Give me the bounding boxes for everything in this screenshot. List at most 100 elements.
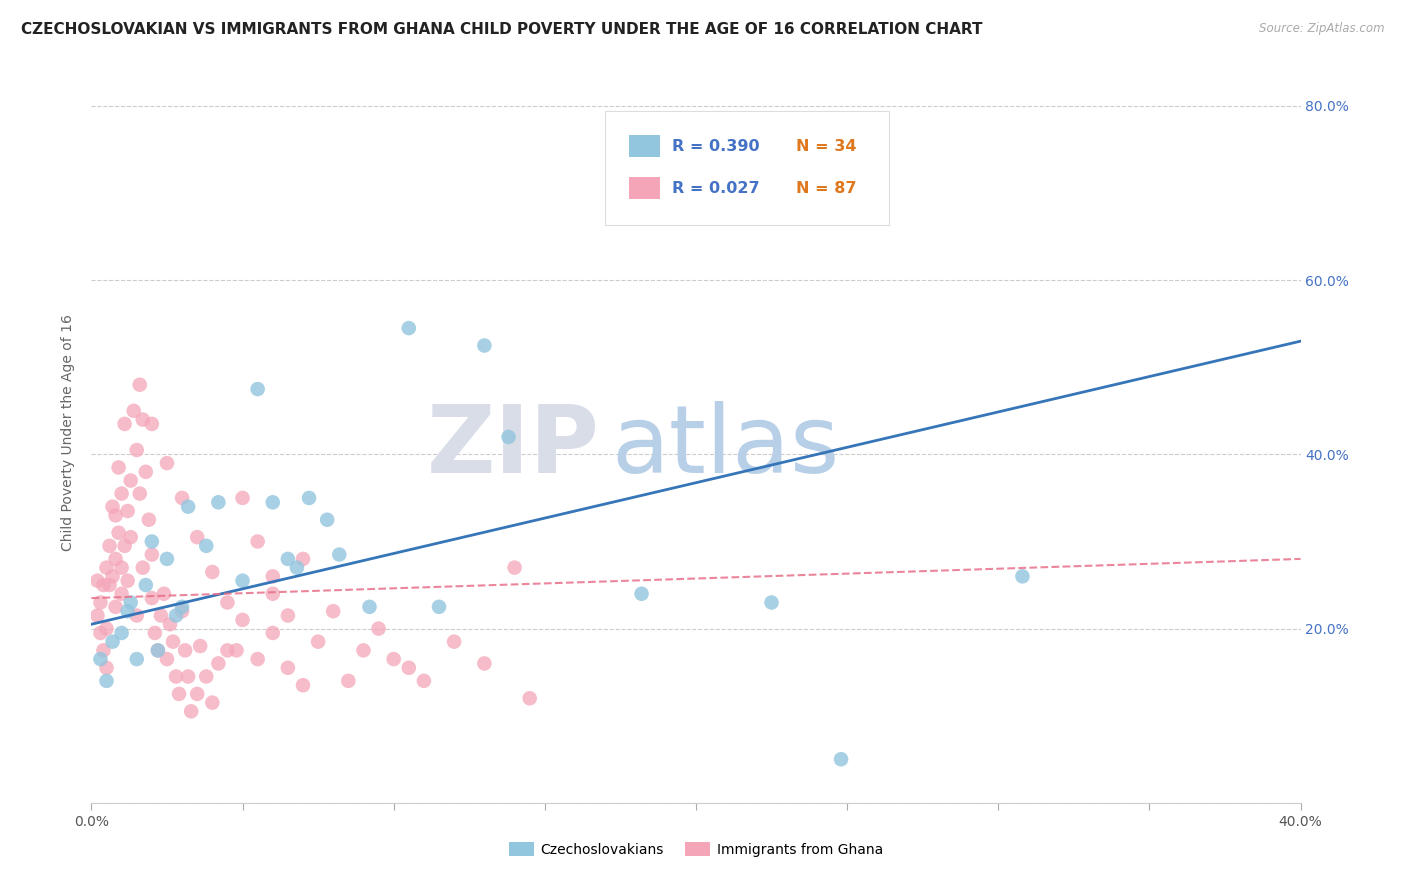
- Point: [141, 417, 163, 431]
- Point: [246, 534, 269, 549]
- Point: [156, 652, 179, 666]
- Point: [141, 591, 163, 606]
- Point: [89, 595, 111, 609]
- Text: Source: ZipAtlas.com: Source: ZipAtlas.com: [1260, 22, 1385, 36]
- Point: [262, 587, 284, 601]
- Point: [114, 539, 136, 553]
- Point: [359, 599, 381, 614]
- Point: [262, 495, 284, 509]
- Point: [180, 704, 202, 718]
- Point: [367, 622, 389, 636]
- Point: [207, 495, 229, 509]
- Point: [141, 548, 163, 562]
- Point: [231, 491, 253, 505]
- Legend: Czechoslovakians, Immigrants from Ghana: Czechoslovakians, Immigrants from Ghana: [503, 837, 889, 863]
- Point: [503, 560, 526, 574]
- Text: R = 0.390: R = 0.390: [672, 138, 759, 153]
- Point: [231, 574, 253, 588]
- Point: [156, 552, 179, 566]
- Point: [162, 634, 184, 648]
- Point: [128, 377, 150, 392]
- Point: [89, 652, 111, 666]
- FancyBboxPatch shape: [630, 178, 659, 200]
- Point: [93, 643, 115, 657]
- Point: [125, 608, 148, 623]
- Point: [165, 669, 187, 683]
- Point: [96, 622, 118, 636]
- Point: [128, 486, 150, 500]
- Point: [120, 595, 142, 609]
- Point: [246, 382, 269, 396]
- Text: ZIP: ZIP: [426, 401, 599, 493]
- Point: [231, 613, 253, 627]
- Point: [246, 652, 269, 666]
- Point: [352, 643, 374, 657]
- Point: [107, 525, 129, 540]
- Point: [143, 626, 166, 640]
- Point: [277, 608, 299, 623]
- Point: [427, 599, 450, 614]
- Point: [186, 687, 208, 701]
- Point: [165, 608, 187, 623]
- Point: [472, 657, 495, 671]
- Point: [146, 643, 169, 657]
- Point: [398, 661, 420, 675]
- Point: [104, 552, 127, 566]
- Point: [122, 404, 145, 418]
- Point: [141, 534, 163, 549]
- Point: [96, 661, 118, 675]
- Point: [117, 504, 139, 518]
- Point: [135, 578, 157, 592]
- Point: [149, 608, 172, 623]
- Point: [172, 604, 194, 618]
- Point: [172, 599, 194, 614]
- Y-axis label: Child Poverty Under the Age of 16: Child Poverty Under the Age of 16: [62, 314, 76, 551]
- Text: atlas: atlas: [612, 401, 839, 493]
- Point: [292, 678, 315, 692]
- Point: [98, 539, 121, 553]
- Point: [117, 604, 139, 618]
- Point: [648, 203, 671, 218]
- Point: [337, 673, 360, 688]
- Point: [398, 321, 420, 335]
- Point: [519, 691, 541, 706]
- Point: [117, 574, 139, 588]
- Point: [186, 530, 208, 544]
- Point: [217, 643, 239, 657]
- Point: [96, 673, 118, 688]
- Point: [114, 417, 136, 431]
- Point: [111, 486, 132, 500]
- Point: [101, 569, 124, 583]
- Point: [86, 574, 108, 588]
- Point: [125, 443, 148, 458]
- Point: [167, 687, 190, 701]
- Point: [125, 652, 148, 666]
- Point: [177, 669, 200, 683]
- Point: [146, 643, 169, 657]
- Text: N = 34: N = 34: [796, 138, 856, 153]
- Point: [156, 456, 179, 470]
- Point: [89, 626, 111, 640]
- Point: [177, 500, 200, 514]
- Point: [322, 604, 344, 618]
- Point: [328, 548, 350, 562]
- Point: [174, 643, 197, 657]
- Point: [498, 430, 520, 444]
- Point: [101, 500, 124, 514]
- Point: [96, 560, 118, 574]
- Point: [277, 552, 299, 566]
- Point: [159, 617, 181, 632]
- Point: [195, 669, 218, 683]
- Point: [120, 474, 142, 488]
- Point: [132, 560, 155, 574]
- Point: [225, 643, 247, 657]
- FancyBboxPatch shape: [630, 135, 659, 157]
- Text: CZECHOSLOVAKIAN VS IMMIGRANTS FROM GHANA CHILD POVERTY UNDER THE AGE OF 16 CORRE: CZECHOSLOVAKIAN VS IMMIGRANTS FROM GHANA…: [21, 22, 983, 37]
- Point: [307, 634, 329, 648]
- Point: [104, 508, 127, 523]
- Point: [262, 569, 284, 583]
- Text: R = 0.027: R = 0.027: [672, 181, 759, 196]
- Point: [382, 652, 405, 666]
- Point: [86, 608, 108, 623]
- Point: [135, 465, 157, 479]
